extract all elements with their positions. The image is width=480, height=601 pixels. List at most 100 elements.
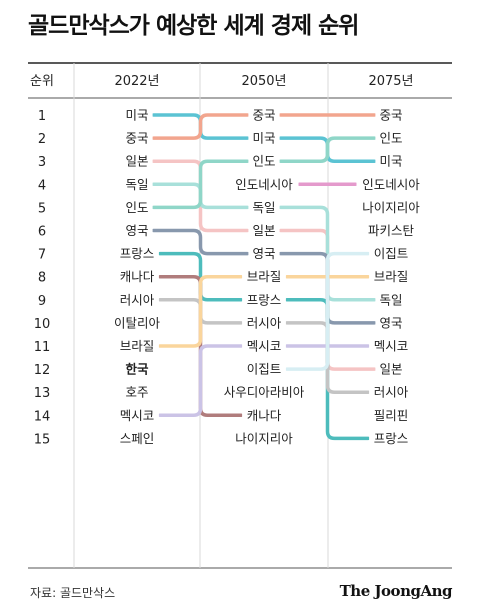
label-bg-2050-10 xyxy=(242,313,286,332)
rank-10: 10 xyxy=(34,317,51,332)
rank-13: 13 xyxy=(34,386,51,401)
label-bg-2075-11 xyxy=(369,337,413,355)
label-bg-2022-6 xyxy=(121,221,153,240)
label-bg-2050-14 xyxy=(242,406,286,425)
label-bg-2050-2 xyxy=(248,129,280,148)
line-캐나다-2022-2050 xyxy=(158,274,243,418)
label-bg-2075-10 xyxy=(375,313,407,332)
country-labels: 미국중국일본독일인도영국프랑스캐나다러시아이탈리아브라질한국호주멕시코스페인중국… xyxy=(108,106,426,448)
page-title: 골드만삭스가 예상한 세계 경제 순위 xyxy=(28,13,359,39)
rank-lines xyxy=(151,113,377,441)
label-bg-2022-15 xyxy=(115,429,159,448)
header-1: 2022년 xyxy=(114,74,159,89)
country-2075-rank-11: 멕시코 xyxy=(374,339,409,354)
country-2022-rank-5: 인도 xyxy=(125,200,148,215)
country-2050-rank-7: 영국 xyxy=(252,246,275,261)
country-2050-rank-5: 독일 xyxy=(252,200,275,215)
label-bg-2050-9 xyxy=(242,290,286,309)
rank-12: 12 xyxy=(34,363,51,378)
label-bg-2075-15 xyxy=(369,429,413,448)
label-bg-2022-1 xyxy=(121,106,153,124)
country-2075-rank-12: 일본 xyxy=(379,362,402,377)
country-2075-rank-8: 브라질 xyxy=(374,269,409,284)
country-2050-rank-10: 러시아 xyxy=(247,315,282,330)
country-2075-rank-1: 중국 xyxy=(379,108,402,123)
country-2050-rank-4: 인도네시아 xyxy=(235,177,293,192)
label-bg-2075-14 xyxy=(369,406,413,425)
label-bg-2022-2 xyxy=(121,129,153,148)
country-2022-rank-4: 독일 xyxy=(125,177,148,192)
label-bg-2050-7 xyxy=(248,244,280,263)
country-2022-rank-13: 호주 xyxy=(125,385,148,400)
country-2022-rank-9: 러시아 xyxy=(120,292,155,307)
label-bg-2050-8 xyxy=(242,267,286,286)
country-2022-rank-15: 스페인 xyxy=(120,431,155,446)
label-bg-2075-2 xyxy=(375,129,407,148)
rank-5: 5 xyxy=(38,201,46,216)
rank-7: 7 xyxy=(38,248,46,263)
rank-14: 14 xyxy=(34,409,51,424)
header-0: 순위 xyxy=(30,74,54,89)
label-bg-2022-11 xyxy=(115,337,159,355)
label-bg-2050-4 xyxy=(229,175,299,194)
brand-logo: The JoongAng xyxy=(339,582,453,600)
country-2075-rank-3: 미국 xyxy=(379,154,402,169)
column-headers: 순위 2022년 2050년 2075년 xyxy=(30,74,413,89)
country-2022-rank-1: 미국 xyxy=(125,108,148,123)
rank-6: 6 xyxy=(38,225,46,240)
line-이집트-2050-2075 xyxy=(285,251,370,371)
label-bg-2022-3 xyxy=(121,152,153,171)
country-2022-rank-6: 영국 xyxy=(125,223,148,238)
label-bg-2075-3 xyxy=(375,152,407,171)
country-2075-rank-10: 영국 xyxy=(379,315,402,330)
header-3: 2075년 xyxy=(368,74,413,89)
country-2050-rank-14: 캐나다 xyxy=(247,408,282,423)
country-2050-rank-2: 미국 xyxy=(252,131,275,146)
country-2050-rank-13: 사우디아라비아 xyxy=(224,385,305,400)
rank-11: 11 xyxy=(34,340,51,355)
header-2: 2050년 xyxy=(241,74,286,89)
country-2050-rank-1: 중국 xyxy=(252,108,275,123)
country-2022-rank-3: 일본 xyxy=(125,154,148,169)
label-bg-2050-11 xyxy=(242,337,286,355)
source-note: 자료: 골드만삭스 xyxy=(30,586,116,600)
country-2075-rank-15: 프랑스 xyxy=(374,431,409,446)
country-2075-rank-13: 러시아 xyxy=(374,385,409,400)
country-2075-rank-9: 독일 xyxy=(379,292,402,307)
label-bg-2050-1 xyxy=(248,106,280,124)
country-2022-rank-7: 프랑스 xyxy=(120,246,155,261)
country-2022-rank-14: 멕시코 xyxy=(120,408,155,423)
label-bg-2075-4 xyxy=(356,175,426,194)
line-인도-2050-2075 xyxy=(278,136,377,163)
label-bg-2050-12 xyxy=(242,360,286,379)
line-프랑스-2022-2050 xyxy=(158,251,243,302)
label-bg-2022-5 xyxy=(121,198,153,217)
label-bg-2050-5 xyxy=(248,198,280,217)
line-독일-2050-2075 xyxy=(278,205,377,302)
country-2050-rank-8: 브라질 xyxy=(247,269,282,284)
country-2022-rank-10: 이탈리아 xyxy=(114,315,161,330)
label-bg-2022-14 xyxy=(115,406,159,425)
rank-8: 8 xyxy=(38,271,46,286)
country-2075-rank-2: 인도 xyxy=(379,131,402,146)
country-2075-rank-5: 나이지리아 xyxy=(362,200,420,215)
label-bg-2075-7 xyxy=(369,244,413,263)
rank-4: 4 xyxy=(38,178,46,193)
label-bg-2075-9 xyxy=(375,290,407,309)
rank-3: 3 xyxy=(38,155,46,170)
label-bg-2022-4 xyxy=(121,175,153,194)
country-2022-rank-11: 브라질 xyxy=(120,339,155,354)
label-bg-2075-12 xyxy=(375,360,407,379)
country-2050-rank-12: 이집트 xyxy=(247,362,282,377)
line-멕시코-2022-2050 xyxy=(158,344,243,418)
country-2075-rank-7: 이집트 xyxy=(374,246,409,261)
label-bg-2022-8 xyxy=(115,267,159,286)
country-2075-rank-4: 인도네시아 xyxy=(362,177,420,192)
country-2022-rank-8: 캐나다 xyxy=(120,269,155,284)
line-브라질-2022-2050 xyxy=(158,274,243,348)
rank-2: 2 xyxy=(38,132,46,147)
country-2075-rank-14: 필리핀 xyxy=(374,408,409,423)
line-영국-2022-2050 xyxy=(151,228,250,256)
